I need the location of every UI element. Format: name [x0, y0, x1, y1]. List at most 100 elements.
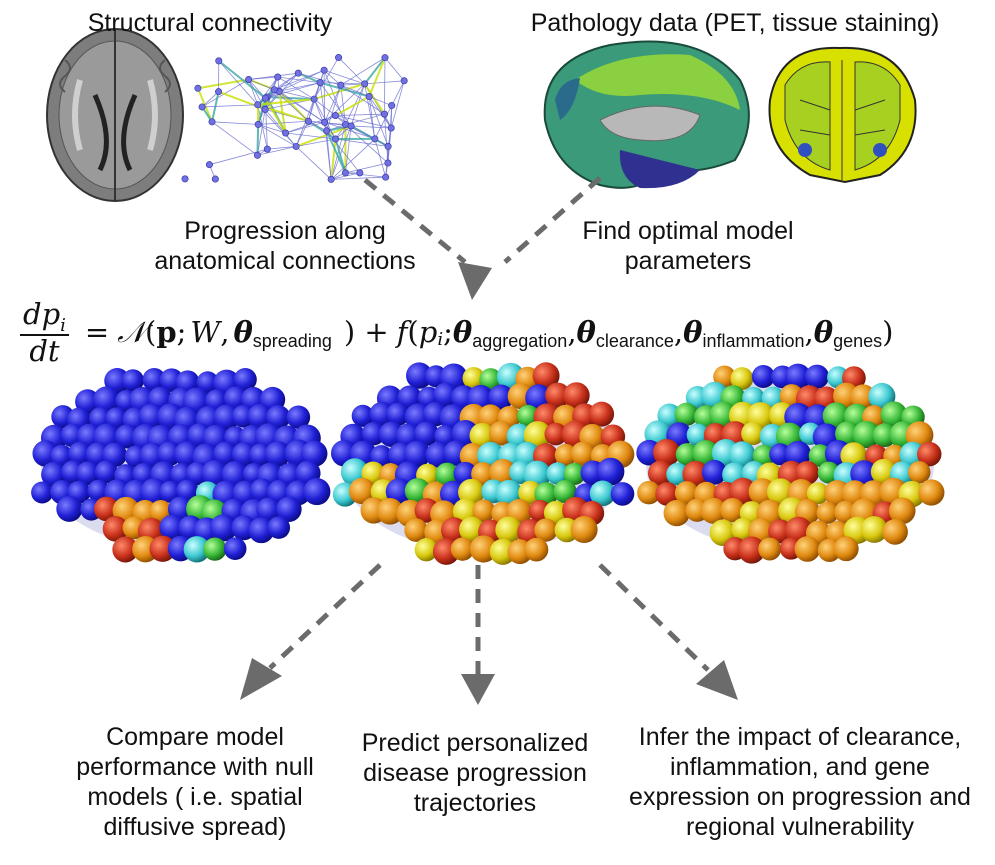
brain-region-node: [751, 364, 775, 388]
connectome-node: [263, 145, 271, 153]
brain-region-node: [570, 441, 596, 466]
brain-region-node: [769, 443, 792, 466]
brain-region-node: [495, 516, 522, 544]
connectome-node: [337, 81, 345, 89]
brain-region-node: [276, 496, 302, 523]
connectome-node: [316, 79, 324, 87]
connectome-edge: [345, 162, 389, 174]
brain-region-node: [637, 480, 661, 505]
connectome-edge: [295, 98, 315, 147]
brain-region-node: [196, 371, 219, 394]
brain-region-node: [728, 441, 756, 468]
brain-region-node: [121, 369, 144, 392]
connectome-node: [341, 169, 349, 177]
connectome-edge: [324, 121, 375, 140]
brain-region-node: [213, 404, 240, 431]
brain-region-node: [203, 537, 227, 561]
brain-region-node: [663, 499, 690, 527]
connectome-node: [310, 95, 318, 103]
brain-region-node: [267, 516, 291, 539]
label-pathology-data: Pathology data (PET, tissue staining): [530, 9, 940, 37]
brain-region-node: [93, 386, 121, 414]
connectome-edge: [340, 84, 370, 97]
brain-region-node: [730, 367, 754, 390]
brain-region-node: [816, 501, 839, 524]
brain-region-node: [741, 421, 765, 446]
brain-region-node: [105, 407, 128, 430]
brain-region-node: [517, 404, 540, 428]
brain-region-node: [806, 482, 829, 505]
brain-region-node: [142, 367, 166, 392]
brain-region-node: [469, 535, 498, 563]
brain-region-node: [459, 516, 485, 543]
brain-nodes-stage-1: [31, 367, 331, 563]
connectome-edge: [391, 80, 405, 106]
brain-region-node: [888, 497, 916, 525]
connectome-edge: [296, 138, 336, 147]
connectome-edge: [212, 121, 259, 125]
connectome-node: [181, 175, 189, 183]
connectome-network: [181, 54, 408, 183]
connectome-edge: [285, 115, 336, 134]
brain-region-node: [795, 461, 820, 485]
brain-region-node: [852, 420, 881, 449]
connectome-edge: [274, 69, 325, 91]
brain-region-node: [880, 401, 908, 428]
brain-region-node: [301, 440, 328, 467]
brain-region-node: [361, 422, 386, 446]
connectome-node: [245, 75, 253, 83]
connectome-edge: [330, 125, 352, 180]
brain-region-node: [850, 384, 876, 410]
brain-region-node: [917, 441, 942, 467]
arrow-infer: [598, 563, 738, 700]
brain-region-node: [870, 458, 897, 485]
brain-region-node: [563, 462, 586, 485]
brain-region-node: [138, 403, 165, 430]
connectome-node: [274, 73, 282, 81]
brain-region-node: [303, 478, 331, 506]
connectome-edge: [264, 89, 275, 110]
connectome-node: [261, 105, 269, 113]
connectome-node: [215, 88, 223, 96]
brain-region-node: [489, 538, 516, 565]
brain-region-node: [834, 500, 858, 524]
brain-region-node: [369, 401, 395, 427]
brain-region-node: [570, 515, 598, 544]
brain-region-node: [700, 497, 727, 524]
connectome-edge: [257, 76, 279, 106]
brain-region-node: [563, 382, 590, 409]
connectome-node: [384, 159, 392, 167]
connectome-edge: [267, 146, 297, 150]
label-infer-impact: Infer the impact of clearance, inflammat…: [629, 723, 971, 841]
connectome-edge: [295, 146, 332, 180]
connectome-edge: [334, 95, 370, 117]
brain-region-node: [553, 479, 577, 504]
brain-region-node: [692, 440, 719, 467]
connectome-node: [371, 135, 379, 143]
brain-region-node: [348, 477, 376, 505]
connectome-edge: [319, 82, 352, 127]
connectome-edge: [202, 104, 258, 108]
connectome-edge: [350, 125, 376, 140]
brain-region-node: [524, 537, 549, 562]
brain-region-node: [729, 477, 757, 506]
brain-region-node: [534, 518, 558, 542]
connectome-node: [292, 142, 300, 150]
axial-brain-slice: [46, 28, 184, 202]
coronal-atlas-section: [768, 46, 917, 184]
arrow-compare: [240, 563, 382, 700]
connectome-edge: [364, 83, 376, 139]
connectome-edge: [369, 96, 392, 106]
brain-region-node: [471, 462, 495, 486]
connectome-edge: [325, 130, 347, 174]
connectome-edge: [350, 83, 366, 127]
connectome-edge: [368, 57, 386, 97]
brain-nodes-stage-2: [330, 362, 635, 565]
connectome-edge: [201, 91, 219, 108]
brain-region-node: [872, 423, 897, 448]
brain-region-node: [102, 515, 129, 542]
brain-region-node: [406, 362, 433, 389]
connectome-edge: [256, 124, 260, 156]
connectome-edge: [298, 72, 341, 86]
connectome-edge: [273, 89, 309, 122]
